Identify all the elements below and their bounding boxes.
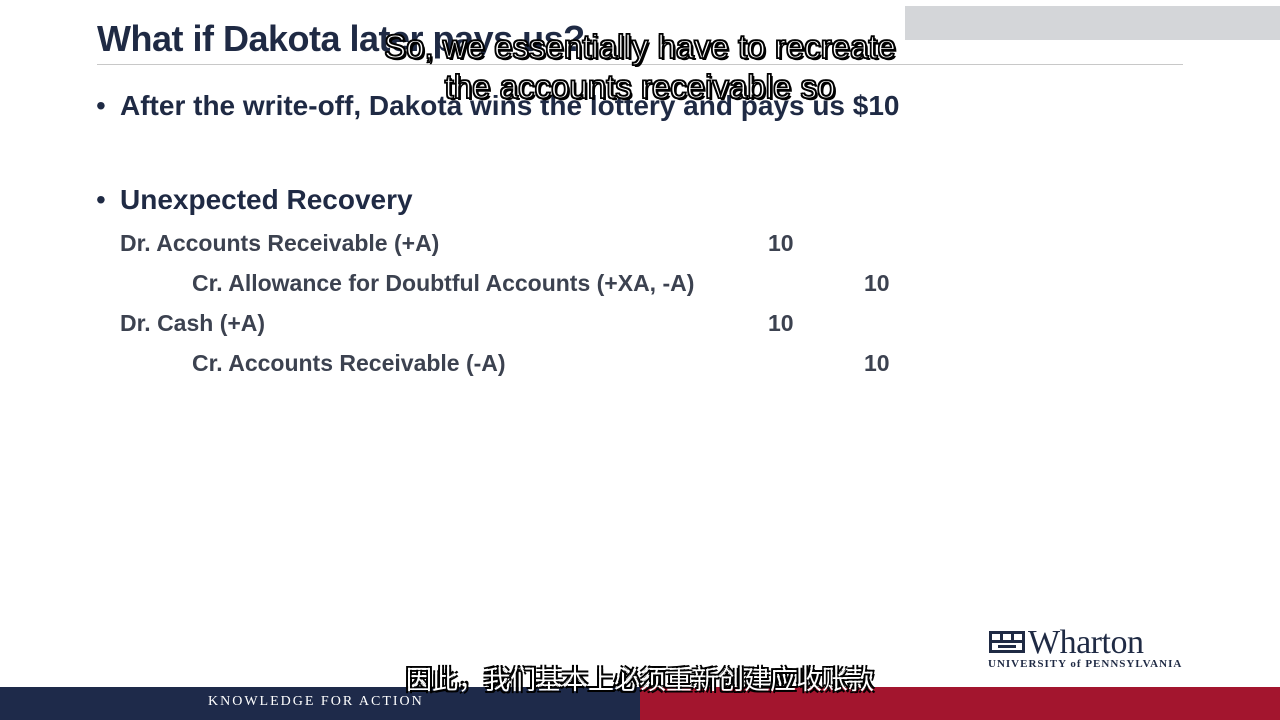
bullet-text: Unexpected Recovery [120, 184, 413, 215]
journal-entry-label: Dr. Accounts Receivable (+A) [120, 230, 440, 256]
wharton-logo: Wharton UNIVERSITY of PENNSYLVANIA [988, 624, 1193, 674]
journal-entry-debit: 10 [768, 310, 794, 336]
journal-entry-label: Cr. Allowance for Doubtful Accounts (+XA… [192, 270, 695, 296]
subtitle-english-line2: the accounts receivable so [444, 67, 836, 106]
logo-subtitle: UNIVERSITY of PENNSYLVANIA [988, 658, 1183, 670]
journal-entry-credit: 10 [864, 350, 890, 376]
slide-title: What if Dakota later pays us? [97, 18, 585, 59]
bullet-dot-icon: • [96, 90, 106, 121]
journal-entry-label: Cr. Accounts Receivable (-A) [192, 350, 506, 376]
bullet-dot-icon: • [96, 184, 106, 215]
footer-tagline: KNOWLEDGE FOR ACTION [208, 694, 424, 709]
bullet-item: • Unexpected Recovery [96, 184, 413, 216]
corner-bar [905, 6, 1280, 40]
bullet-item: • After the write-off, Dakota wins the lo… [96, 90, 900, 122]
logo-wordmark: Wharton [1028, 624, 1144, 661]
title-divider [97, 64, 1183, 65]
journal-entry-label: Dr. Cash (+A) [120, 310, 266, 336]
footer-bar-right [640, 687, 1280, 720]
subtitle-english-line1: So, we essentially have to recreate [383, 27, 896, 66]
wharton-shield-icon [989, 631, 1025, 653]
footer-bar-left [0, 687, 640, 720]
bullet-text: After the write-off, Dakota wins the lot… [120, 90, 900, 121]
journal-entry-credit: 10 [864, 270, 890, 296]
journal-entry-debit: 10 [768, 230, 794, 256]
subtitle-chinese: 因此，我们基本上必须重新创建应收账款 [405, 666, 874, 696]
